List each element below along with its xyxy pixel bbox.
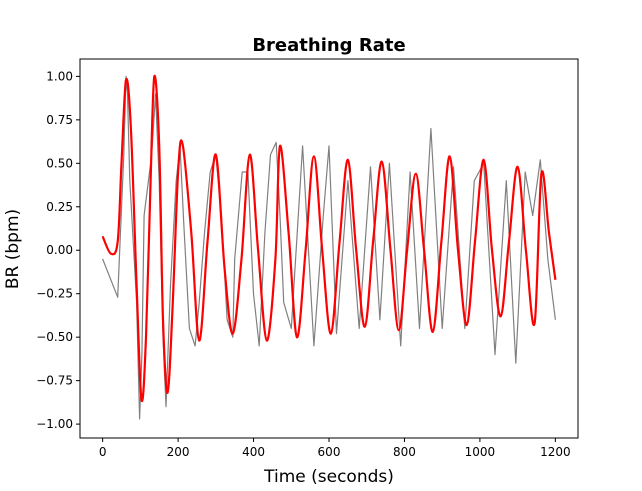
y-tick-label: −0.25 xyxy=(36,287,73,301)
x-tick-label: 200 xyxy=(167,445,190,459)
x-tick-label: 1200 xyxy=(540,445,571,459)
y-tick-label: 0.50 xyxy=(46,156,73,170)
x-tick-label: 0 xyxy=(99,445,107,459)
y-tick-label: 0.25 xyxy=(46,200,73,214)
x-tick-label: 800 xyxy=(393,445,416,459)
y-axis-label: BR (bpm) xyxy=(3,209,23,289)
y-tick-label: −0.50 xyxy=(36,330,73,344)
y-tick-label: −1.00 xyxy=(36,417,73,431)
x-axis: 0 200 400 600 800 1000 1200 xyxy=(99,438,571,459)
y-tick-label: 1.00 xyxy=(46,69,73,83)
plot-area xyxy=(101,74,557,420)
x-tick-label: 600 xyxy=(318,445,341,459)
y-tick-label: 0.75 xyxy=(46,113,73,127)
y-axis: −1.00 −0.75 −0.50 −0.25 0.00 0.25 0.50 0.75 1.00 xyxy=(36,69,80,431)
x-tick-label: 400 xyxy=(242,445,265,459)
y-tick-label: −0.75 xyxy=(36,374,73,388)
series-line-smoothed xyxy=(101,74,557,403)
x-tick-label: 1000 xyxy=(465,445,496,459)
x-axis-label: Time (seconds) xyxy=(263,467,394,487)
y-tick-label: 0.00 xyxy=(46,243,73,257)
chart-title: Breathing Rate xyxy=(252,35,405,56)
